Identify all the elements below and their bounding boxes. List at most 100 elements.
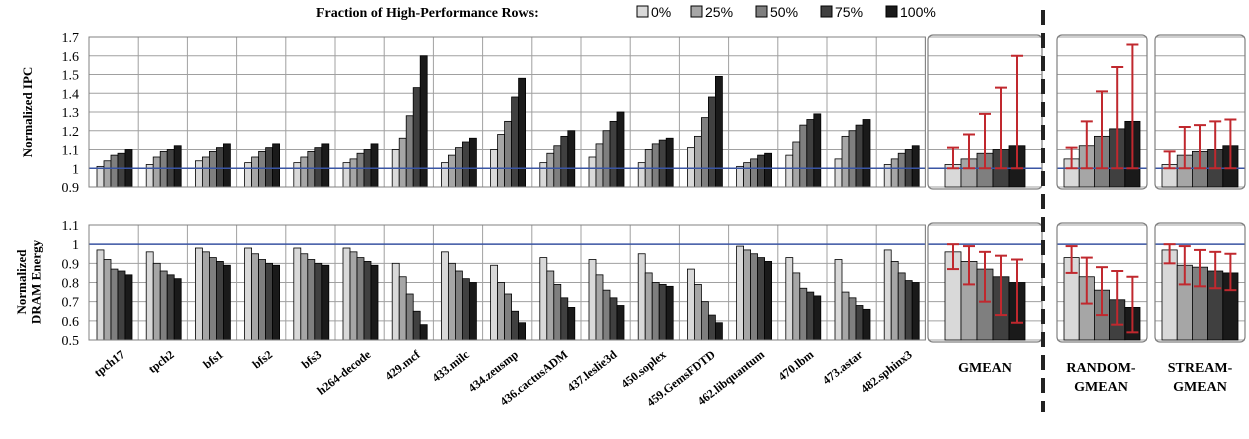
bar-bfs3-75% [314, 147, 323, 188]
bar-470.lbm-25% [792, 141, 801, 188]
bar-bfs1-100% [222, 264, 231, 341]
y-axis-label-line-2: DRAM Energy [28, 239, 43, 324]
bar-437.leslie3d-50% [602, 289, 611, 341]
summary-frame-random_gmean [1056, 222, 1148, 343]
bar-459.GemsFDTD-50% [701, 117, 709, 188]
bar-bfs2-75% [265, 147, 274, 188]
x-tick-label-473.astar: 473.astar [820, 347, 866, 387]
bar-482.sphinx3-75% [904, 280, 913, 341]
bar-436.cactusADM-0% [539, 257, 548, 341]
legend-swatch-3 [820, 5, 833, 18]
bar-bfs2-75% [265, 262, 274, 341]
bar-462.libquantum-100% [764, 152, 772, 188]
legend-swatch-1 [690, 5, 703, 18]
bar-437.leslie3d-100% [616, 305, 625, 341]
bar-436.cactusADM-75% [560, 297, 569, 341]
bar-434.zeusmp-50% [504, 120, 513, 188]
bar-470.lbm-25% [792, 272, 801, 341]
bar-473.astar-100% [862, 119, 871, 188]
bar-433.milc-0% [440, 162, 449, 188]
x-tick-label-437.leslie3d: 437.leslie3d [564, 347, 619, 395]
y-tick-label: 0.5 [62, 334, 80, 349]
bar-bfs2-100% [272, 264, 281, 341]
bar-tpch17-50% [110, 268, 119, 341]
y-tick-label: 1.5 [62, 69, 80, 84]
bar-482.sphinx3-100% [911, 145, 920, 188]
summary-frame-stream_gmean [1154, 222, 1246, 343]
y-axis-label-line-1: Normalized [14, 249, 29, 315]
bar-470.lbm-0% [785, 257, 794, 341]
bar-bfs2-25% [251, 156, 260, 188]
bar-436.cactusADM-0% [539, 162, 548, 188]
bar-473.astar-50% [848, 130, 857, 188]
bar-bfs1-25% [201, 156, 210, 188]
legend-label-3: 75% [835, 4, 863, 20]
legend-title: Fraction of High-Performance Rows: [316, 6, 539, 21]
bar-tpch2-25% [152, 262, 161, 341]
bar-bfs1-50% [208, 257, 217, 341]
y-tick-label: 1.6 [62, 50, 80, 65]
bar-433.milc-25% [447, 154, 456, 188]
bar-434.zeusmp-100% [518, 322, 526, 341]
y-axis-label-1: NormalizedDRAM Energy [14, 239, 43, 324]
ipc-panel: Normalized IPC 0.9 1 1.1 1.2 1.3 1.4 1.5 1.6 1.7 [20, 31, 1246, 196]
bar-433.milc-25% [447, 262, 456, 341]
bar-433.milc-100% [468, 282, 477, 341]
bar-429.mcf-25% [398, 137, 407, 188]
bar-437.leslie3d-100% [616, 111, 625, 188]
x-tick-label-433.milc: 433.milc [429, 347, 472, 385]
bar-473.astar-25% [841, 291, 850, 341]
bar-h264-decode-0% [342, 162, 351, 188]
bar-437.leslie3d-25% [595, 143, 604, 188]
bar-tpch2-100% [173, 145, 182, 188]
bar-433.milc-0% [440, 251, 449, 341]
bar-h264-decode-50% [356, 257, 365, 341]
bar-h264-decode-0% [342, 247, 351, 341]
bar-436.cactusADM-25% [546, 270, 555, 341]
bar-tpch2-100% [173, 278, 182, 341]
bar-462.libquantum-25% [743, 249, 751, 341]
bar-bfs1-0% [194, 247, 203, 341]
y-tick-label: 0.7 [62, 296, 80, 311]
y-tick-label: 1.1 [62, 144, 80, 159]
x-tick-label-h264-decode: h264-decode [314, 347, 374, 398]
bar-bfs2-0% [244, 247, 253, 341]
bar-tpch17-25% [103, 259, 112, 341]
legend-swatch-4 [885, 5, 898, 18]
bar-462.libquantum-25% [743, 162, 751, 188]
legend-label-4: 100% [900, 4, 936, 20]
summary-frame-stream_gmean [1154, 34, 1246, 190]
bar-462.libquantum-50% [750, 253, 758, 341]
x-tick-label-429.mcf: 429.mcf [382, 347, 423, 383]
bar-434.zeusmp-100% [518, 77, 526, 188]
bar-450.soplex-100% [665, 137, 674, 188]
bar-450.soplex-50% [651, 282, 660, 341]
bar-429.mcf-25% [398, 276, 407, 341]
bar-462.libquantum-0% [736, 245, 744, 341]
bar-429.mcf-75% [412, 310, 421, 341]
bar-433.milc-50% [454, 147, 463, 188]
y-tick-label: 1.4 [62, 87, 80, 102]
bar-470.lbm-50% [799, 287, 808, 341]
bar-450.soplex-100% [665, 285, 674, 341]
bar-h264-decode-100% [370, 143, 379, 188]
y-axis-label-0: Normalized IPC [20, 67, 35, 158]
bar-tpch2-75% [166, 274, 175, 341]
x-tick-label-bfs2: bfs2 [250, 347, 275, 371]
bar-473.astar-0% [834, 259, 843, 341]
bar-436.cactusADM-25% [546, 152, 555, 188]
y-tick-label: 0.9 [62, 181, 80, 196]
bar-bfs1-75% [215, 261, 224, 341]
bar-459.GemsFDTD-50% [701, 301, 709, 341]
bar-bfs1-50% [208, 150, 217, 188]
bar-tpch17-0% [96, 165, 105, 188]
bar-bfs2-0% [244, 162, 253, 188]
x-tick-label-tpch2: tpch2 [145, 347, 176, 376]
bar-459.GemsFDTD-25% [694, 284, 702, 341]
bar-434.zeusmp-75% [511, 96, 520, 188]
bar-bfs2-50% [258, 259, 267, 341]
y-tick-label: 1.2 [62, 125, 80, 140]
bar-437.leslie3d-0% [588, 259, 597, 341]
bar-450.soplex-25% [644, 272, 653, 341]
bar-bfs3-0% [293, 162, 302, 188]
